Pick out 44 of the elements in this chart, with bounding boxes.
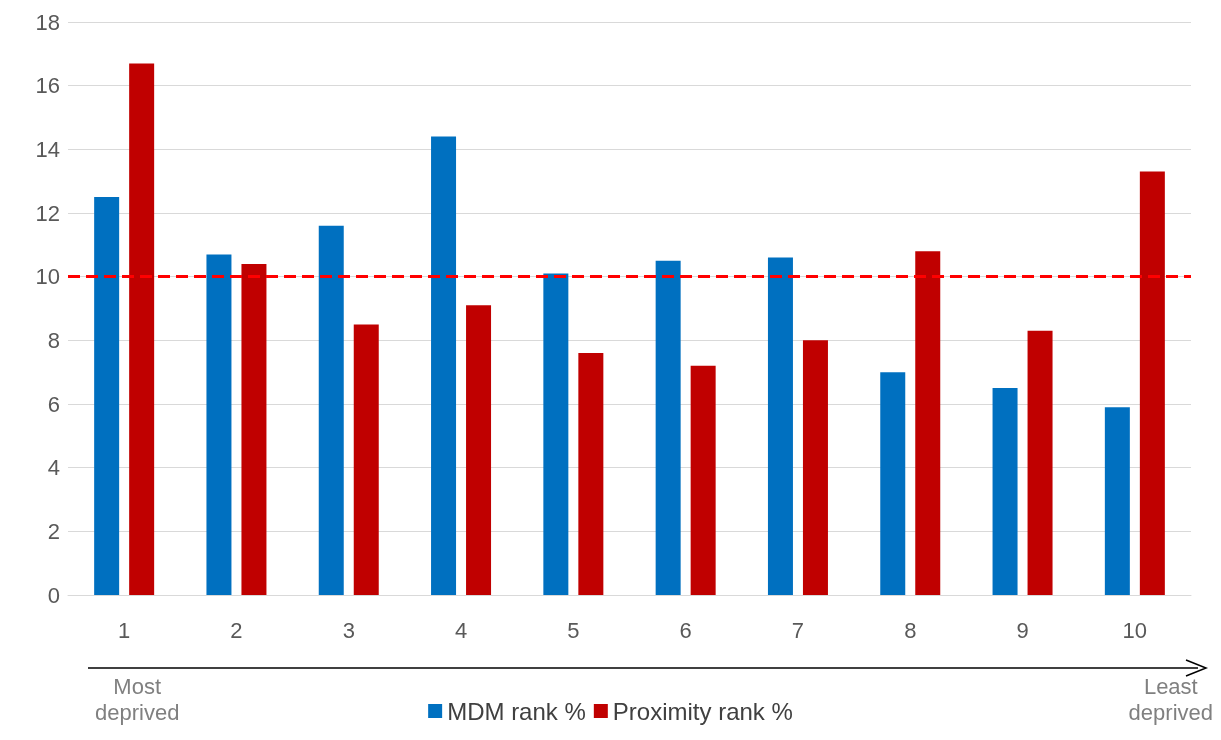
bar (1027, 330, 1053, 595)
bar (1139, 171, 1165, 595)
y-tick-label: 6 (47, 391, 60, 417)
x-tick-label: 7 (791, 617, 805, 643)
bar (543, 273, 569, 595)
bar (94, 197, 120, 595)
bar (690, 365, 716, 595)
bar (431, 136, 457, 595)
bar (915, 251, 941, 595)
x-tick-label: 3 (342, 617, 355, 643)
x-tick-label: 9 (1016, 617, 1029, 643)
legend-label: Proximity rank % (612, 697, 793, 725)
y-tick-label: 4 (47, 455, 60, 481)
bar (880, 372, 906, 595)
text: Most deprived (95, 674, 180, 726)
bar (241, 263, 267, 595)
y-tick-label: 8 (47, 327, 60, 353)
bar (1104, 407, 1130, 595)
y-tick-label: 18 (35, 9, 60, 35)
x-tick-label: 4 (454, 617, 468, 643)
bar (466, 305, 492, 595)
bar (318, 225, 344, 595)
bar (129, 63, 155, 595)
y-tick-label: 2 (47, 518, 60, 544)
x-tick-label: 2 (230, 617, 243, 643)
x-tick-label: 8 (904, 617, 917, 643)
y-tick-label: 0 (47, 582, 60, 608)
text: Least deprived (1128, 674, 1213, 726)
legend-label: MDM rank % (447, 697, 586, 725)
bar (802, 340, 828, 595)
y-tick-label: 10 (35, 264, 60, 290)
bar (655, 260, 681, 595)
bar (992, 388, 1018, 595)
y-tick-label: 12 (35, 200, 60, 226)
y-tick-label: 16 (35, 73, 60, 99)
bar (578, 353, 604, 595)
x-tick-label: 6 (679, 617, 692, 643)
x-tick-label: 5 (567, 617, 580, 643)
x-tick-label: 1 (118, 617, 131, 643)
bar (353, 324, 379, 595)
bar (206, 254, 232, 595)
x-tick-label: 10 (1122, 617, 1148, 643)
y-tick-label: 14 (35, 136, 60, 162)
bar (767, 257, 793, 595)
